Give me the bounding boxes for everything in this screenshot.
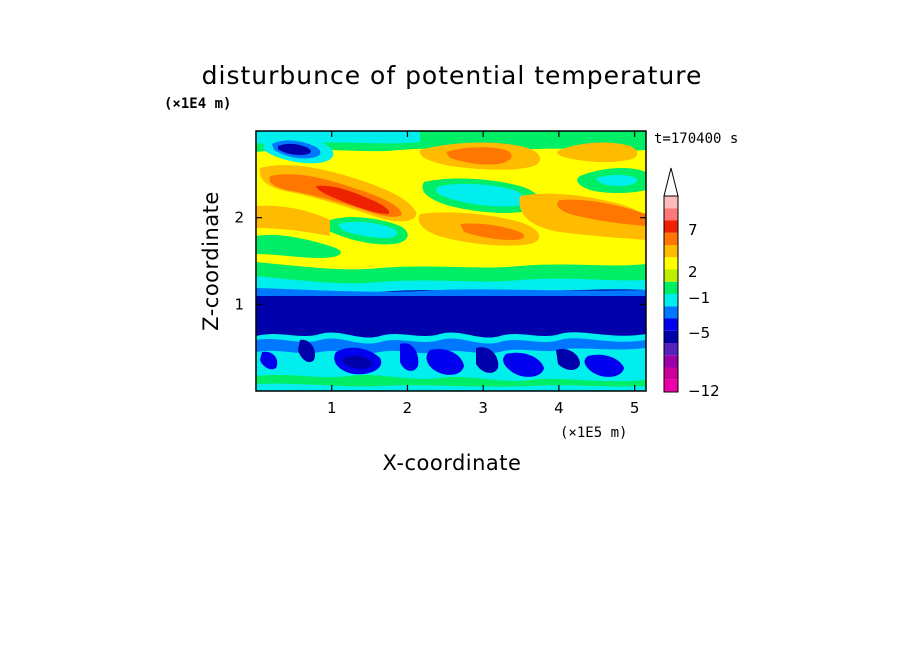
colorbar-swatch xyxy=(664,257,678,270)
x-tick-label: 4 xyxy=(554,399,564,417)
x-unit-label: (×1E5 m) xyxy=(560,425,627,441)
colorbar-frame xyxy=(663,195,679,393)
chart-title: disturbunce of potential temperature xyxy=(202,61,703,90)
colorbar-swatch xyxy=(664,355,678,368)
colorbar-swatch xyxy=(664,208,678,221)
colorbar-swatch xyxy=(664,379,678,392)
time-label: t=170400 s xyxy=(654,131,738,147)
colorbar-swatch xyxy=(664,306,678,319)
colorbar-swatch xyxy=(664,330,678,343)
heatmap-field xyxy=(256,131,646,391)
colorbar-swatch xyxy=(664,220,678,233)
colorbar-extend-arrow xyxy=(663,167,679,197)
colorbar-label: −1 xyxy=(688,289,710,307)
y-tick-label: 1 xyxy=(234,295,244,313)
x-tick-label: 3 xyxy=(478,399,488,417)
y-tick-label: 2 xyxy=(234,209,244,227)
colorbar-label: −5 xyxy=(688,324,710,342)
colorbar-swatch xyxy=(664,269,678,282)
x-tick-label: 1 xyxy=(327,399,337,417)
y-unit-label: (×1E4 m) xyxy=(164,96,231,112)
y-axis-title: Z-coordinate xyxy=(199,191,223,331)
colorbar-label: 7 xyxy=(688,221,698,239)
colorbar-swatch xyxy=(664,367,678,380)
colorbar-swatch xyxy=(664,343,678,356)
colorbar-swatch xyxy=(664,318,678,331)
colorbar-swatch xyxy=(664,245,678,258)
colorbar-swatch xyxy=(664,196,678,209)
colorbar-swatch xyxy=(664,232,678,245)
x-tick-label: 5 xyxy=(630,399,640,417)
colorbar-swatch xyxy=(664,294,678,307)
colorbar-swatch xyxy=(664,281,678,294)
colorbar-label: −12 xyxy=(688,382,720,400)
x-axis-title: X-coordinate xyxy=(383,451,522,475)
axis-ticks: 1 2 3 4 5 1 2 xyxy=(234,131,646,417)
colorbar-label: 2 xyxy=(688,263,698,281)
colorbar: 7 2 −1 −5 −12 xyxy=(663,167,720,400)
plot-frame xyxy=(255,130,647,392)
x-tick-label: 2 xyxy=(403,399,413,417)
